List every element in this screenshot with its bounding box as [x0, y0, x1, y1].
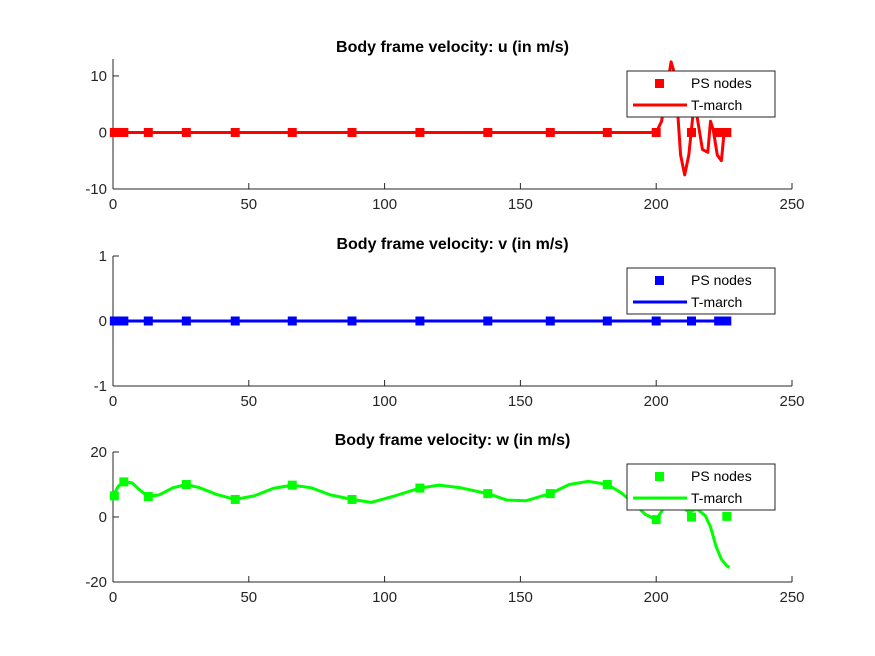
legend: PS nodes T-march	[626, 70, 776, 118]
x-tick-label: 0	[109, 393, 117, 410]
ps-node-marker	[347, 494, 357, 504]
subplot-3: Body frame velocity: w (in m/s) 0 50 100 150…	[85, 432, 804, 606]
x-tick-label: 100	[372, 393, 397, 410]
ps-node-marker	[651, 127, 661, 137]
subplot-2: Body frame velocity: v (in m/s) 0 50 100 150…	[94, 236, 805, 410]
x-tick-label: 150	[508, 196, 533, 213]
legend-label-ps-nodes: PS nodes	[691, 468, 752, 484]
y-tick-label: 1	[99, 248, 107, 265]
x-tick-label: 50	[240, 393, 257, 410]
ps-node-marker	[714, 316, 724, 326]
ps-node-marker	[119, 127, 129, 137]
legend-box	[626, 70, 776, 118]
ps-node-marker	[415, 316, 425, 326]
ps-node-marker	[545, 127, 555, 137]
legend-box	[626, 463, 776, 511]
ps-node-marker	[119, 477, 129, 487]
ps-node-marker	[602, 127, 612, 137]
ps-node-marker	[287, 316, 297, 326]
x-tick-label: 250	[779, 589, 804, 606]
legend-label-t-march: T-march	[691, 97, 742, 113]
y-tick-label: -20	[85, 574, 107, 591]
ps-node-marker	[347, 316, 357, 326]
ps-node-marker	[545, 316, 555, 326]
legend-label-ps-nodes: PS nodes	[691, 272, 752, 288]
ps-node-marker	[119, 316, 129, 326]
y-tick-label: 10	[90, 68, 107, 85]
legend-marker-icon	[655, 79, 664, 88]
y-tick-label: 0	[99, 124, 107, 141]
ps-node-marker	[143, 316, 153, 326]
ps-node-marker	[687, 316, 697, 326]
y-tick-label: 0	[99, 313, 107, 330]
x-tick-label: 50	[240, 589, 257, 606]
ps-node-marker	[143, 127, 153, 137]
x-tick-label: 150	[508, 393, 533, 410]
ps-node-marker	[722, 127, 732, 137]
subplot-1: Body frame velocity: u (in m/s)0 50 100 150…	[85, 39, 804, 213]
x-tick-label: 0	[109, 589, 117, 606]
legend-box	[626, 267, 776, 315]
legend: PS nodes T-march	[626, 463, 776, 511]
ps-node-marker	[230, 316, 240, 326]
ps-node-marker	[714, 127, 724, 137]
ps-node-marker	[651, 515, 661, 525]
ps-node-marker	[181, 127, 191, 137]
ps-node-marker	[230, 494, 240, 504]
legend-marker-icon	[655, 472, 664, 481]
y-tick-label: -1	[94, 378, 107, 395]
x-tick-label: 200	[644, 393, 669, 410]
x-tick-label: 250	[779, 393, 804, 410]
ps-node-marker	[687, 127, 697, 137]
ps-node-marker	[687, 512, 697, 522]
ps-node-marker	[415, 483, 425, 493]
subplot-title: Body frame velocity: v (in m/s)	[336, 236, 568, 253]
legend-label-t-march: T-march	[691, 294, 742, 310]
ps-node-marker	[415, 127, 425, 137]
ps-node-marker	[287, 480, 297, 490]
x-tick-label: 100	[372, 589, 397, 606]
ps-node-marker	[143, 492, 153, 502]
y-tick-label: 0	[99, 509, 107, 526]
y-tick-label: -10	[85, 181, 107, 198]
ps-node-marker	[483, 127, 493, 137]
legend-label-ps-nodes: PS nodes	[691, 75, 752, 91]
x-tick-label: 200	[644, 589, 669, 606]
y-tick-label: 20	[90, 444, 107, 461]
ps-node-marker	[113, 127, 123, 137]
ps-node-marker	[602, 316, 612, 326]
legend: PS nodes T-march	[626, 267, 776, 315]
ps-node-marker	[181, 316, 191, 326]
ps-node-marker	[722, 316, 732, 326]
ps-node-marker	[483, 489, 493, 499]
subplot-title: Body frame velocity: u (in m/s)	[336, 39, 569, 56]
ps-node-marker	[722, 511, 732, 521]
ps-node-marker	[230, 127, 240, 137]
ps-node-marker	[545, 489, 555, 499]
x-tick-label: 0	[109, 196, 117, 213]
ps-node-marker	[113, 316, 123, 326]
ps-node-marker	[651, 316, 661, 326]
legend-label-t-march: T-march	[691, 490, 742, 506]
x-tick-label: 200	[644, 196, 669, 213]
ps-node-marker	[483, 316, 493, 326]
ps-node-marker	[109, 491, 119, 501]
legend-marker-icon	[655, 276, 664, 285]
x-tick-label: 100	[372, 196, 397, 213]
subplot-title: Body frame velocity: w (in m/s)	[335, 432, 571, 449]
x-tick-label: 150	[508, 589, 533, 606]
ps-node-marker	[287, 127, 297, 137]
ps-node-marker	[602, 480, 612, 489]
x-tick-label: 50	[240, 196, 257, 213]
ps-node-marker	[347, 127, 357, 137]
ps-node-marker	[181, 480, 191, 489]
x-tick-label: 250	[779, 196, 804, 213]
